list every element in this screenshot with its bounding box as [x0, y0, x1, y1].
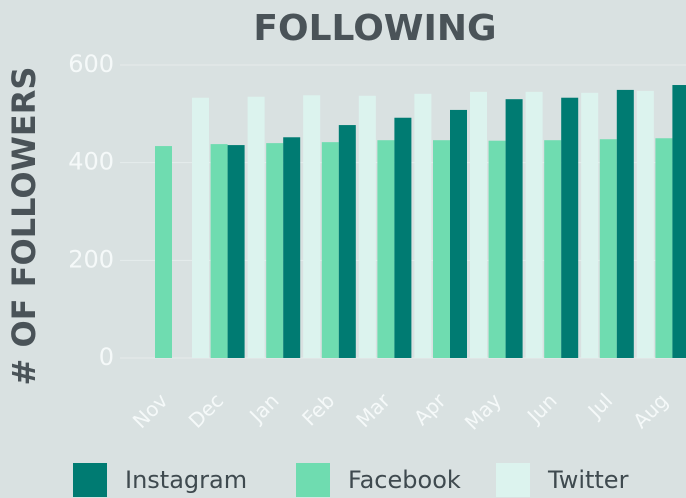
bar: [433, 140, 450, 358]
bar: [505, 99, 523, 358]
bar: [581, 92, 599, 359]
legend-swatch: [296, 463, 330, 497]
x-tick-label: Jun: [521, 388, 561, 428]
bar: [247, 96, 265, 358]
x-tick-label: Nov: [128, 388, 173, 433]
bar: [636, 90, 654, 359]
legend-label: Facebook: [348, 466, 461, 494]
bar: [616, 89, 634, 358]
legend-swatch: [496, 463, 530, 497]
x-tick-label: Feb: [297, 388, 339, 430]
bar: [266, 143, 284, 358]
y-tick-label: 200: [68, 245, 114, 273]
chart-title: FOLLOWING: [253, 8, 496, 49]
x-tick-label: Jan: [243, 388, 283, 428]
bar: [192, 97, 209, 359]
bar: [655, 138, 673, 358]
bar: [358, 95, 376, 358]
bar: [561, 97, 579, 359]
y-tick-label: 600: [68, 50, 114, 78]
x-tick-label: Mar: [351, 388, 395, 432]
bar: [227, 145, 245, 358]
y-axis-label: # OF FOLLOWERS: [5, 67, 43, 386]
bar: [321, 142, 339, 358]
bar: [283, 137, 301, 358]
bar: [672, 85, 686, 358]
x-tick-label: Dec: [184, 388, 228, 432]
bar: [303, 95, 321, 358]
bar: [488, 140, 506, 358]
bar: [155, 146, 172, 358]
bar: [525, 91, 543, 358]
legend-label: Instagram: [125, 466, 247, 494]
x-tick-label: Jul: [582, 388, 617, 423]
legend-label: Twitter: [547, 466, 629, 494]
y-tick-label: 0: [99, 343, 114, 371]
bar: [377, 140, 395, 358]
x-tick-label: Apr: [409, 388, 451, 430]
bar: [450, 109, 467, 358]
bar: [338, 125, 356, 358]
bar: [210, 144, 228, 358]
bar: [414, 93, 432, 358]
x-tick-label: Aug: [628, 388, 673, 433]
bar: [394, 117, 412, 359]
bar: [470, 91, 487, 358]
bar: [599, 139, 617, 358]
x-tick-label: May: [460, 388, 506, 434]
legend-swatch: [73, 463, 107, 497]
y-tick-label: 400: [68, 148, 114, 176]
bar: [544, 140, 562, 358]
